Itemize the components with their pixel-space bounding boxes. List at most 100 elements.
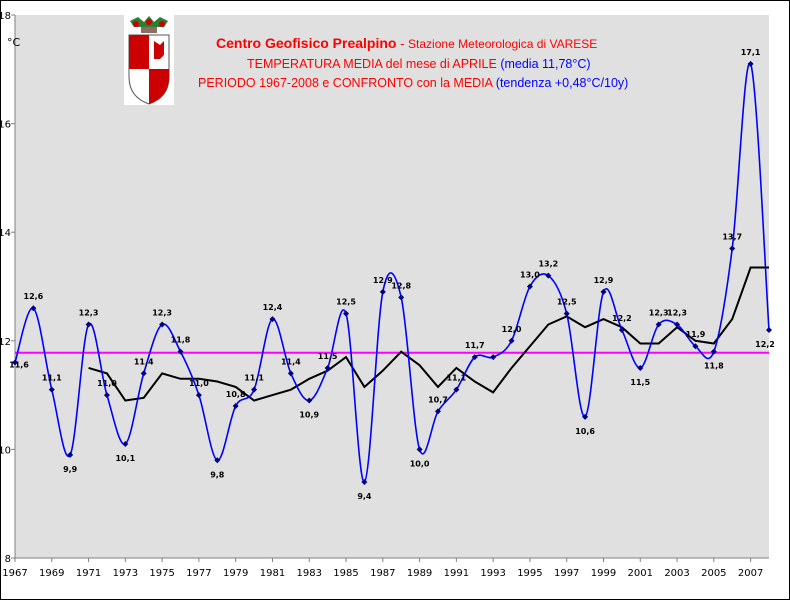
data-point [729,245,736,252]
data-point [379,288,386,295]
data-point [122,440,129,447]
data-point [618,326,625,333]
data-label: 10,0 [410,459,430,468]
x-tick-label: 1989 [407,568,432,579]
data-label: 12,8 [391,281,411,290]
x-tick-label: 1979 [223,568,248,579]
data-label: 12,3 [79,309,99,318]
x-tick-label: 1983 [297,568,322,579]
y-axis-unit: °C [7,36,21,49]
data-point [416,446,423,453]
data-point [582,413,589,420]
axes: 8 10 12 14 16 18 1967 1969 1971 1973 1975 1977 1979 1… [1,11,769,579]
data-point [526,283,533,290]
data-point [398,294,405,301]
y-tick-label: 14 [1,228,11,239]
data-point [600,288,607,295]
data-point [545,272,552,279]
series-layer [12,60,772,485]
data-label: 12,2 [612,314,632,323]
data-label: 11,5 [630,378,650,387]
data-label: 11,1 [42,374,62,383]
x-tick-label: 1975 [149,568,174,579]
data-label: 12,5 [557,298,577,307]
x-tick-label: 2007 [738,568,763,579]
data-label: 9,4 [357,492,372,501]
data-label: 11,4 [281,357,301,366]
x-tick-label: 1997 [554,568,579,579]
data-point [471,354,478,361]
x-tick-label: 1973 [113,568,138,579]
data-point [490,354,497,361]
data-point [232,402,239,409]
chart-title-line2: TEMPERATURA MEDIA del mese di APRILE (me… [247,57,591,71]
title-station: Stazione Meteorologica di VARESE [408,37,597,51]
data-label: 11,8 [704,362,724,371]
data-point [563,310,570,317]
data-point [214,457,221,464]
y-tick-label: 8 [5,554,11,565]
data-point [674,321,681,328]
data-label: 13,0 [520,271,540,280]
title-line2-note: (media 11,78°C) [500,57,590,71]
data-point [692,343,699,350]
data-label: 11,9 [686,330,706,339]
data-label: 12,6 [24,292,44,301]
title-line3-note: (tendenza +0,48°C/10y) [496,76,629,90]
data-point [195,392,202,399]
data-point [85,321,92,328]
x-tick-label: 1967 [2,568,27,579]
x-tick-label: 2003 [664,568,689,579]
data-label: 12,0 [502,325,522,334]
data-point [103,392,110,399]
data-label: 11,7 [465,341,485,350]
data-point [177,348,184,355]
x-tick-label: 1987 [370,568,395,579]
data-label: 12,3 [152,309,172,318]
data-label: 12,9 [594,276,614,285]
data-point [637,364,644,371]
coat-of-arms-icon [124,15,174,105]
data-point [12,359,18,366]
x-tick-label: 1995 [517,568,542,579]
data-label: 11,0 [189,379,209,388]
y-tick-label: 12 [1,337,11,348]
x-tick-label: 1969 [39,568,64,579]
data-labels: 11,6 12,6 11,1 9,9 12,3 11,0 10,1 11,4 12,3 11,8 1… [9,48,775,501]
x-tick-label: 1991 [444,568,469,579]
data-label: 13,7 [722,232,742,241]
data-point [159,321,166,328]
data-point [361,478,368,485]
x-tick-label: 1993 [480,568,505,579]
data-label: 12,9 [373,276,393,285]
data-point [434,408,441,415]
data-label: 11,5 [318,352,338,361]
data-label: 11,0 [97,379,117,388]
plot-area [15,15,769,558]
data-label: 11,4 [134,357,154,366]
data-label: 10,8 [226,390,246,399]
x-tick-label: 1981 [260,568,285,579]
data-label: 9,8 [210,470,225,479]
data-point [766,326,772,333]
title-sep: - [396,36,408,51]
x-tick-label: 1971 [76,568,101,579]
data-point [453,386,460,393]
data-label: 17,1 [741,48,761,57]
data-label: 11,6 [9,361,29,370]
data-point [140,370,147,377]
data-point [508,337,515,344]
data-point [48,386,55,393]
data-point [710,348,717,355]
data-point [269,316,276,323]
data-label: 12,3 [649,309,669,318]
y-tick-label: 18 [1,11,11,22]
data-label: 12,5 [336,298,356,307]
data-label: 11,1 [244,374,264,383]
data-label: 11,8 [171,336,191,345]
title-line3-main: PERIODO 1967-2008 e CONFRONTO con la MED… [198,76,496,90]
data-point [67,451,74,458]
data-label: 11,1 [446,374,466,383]
